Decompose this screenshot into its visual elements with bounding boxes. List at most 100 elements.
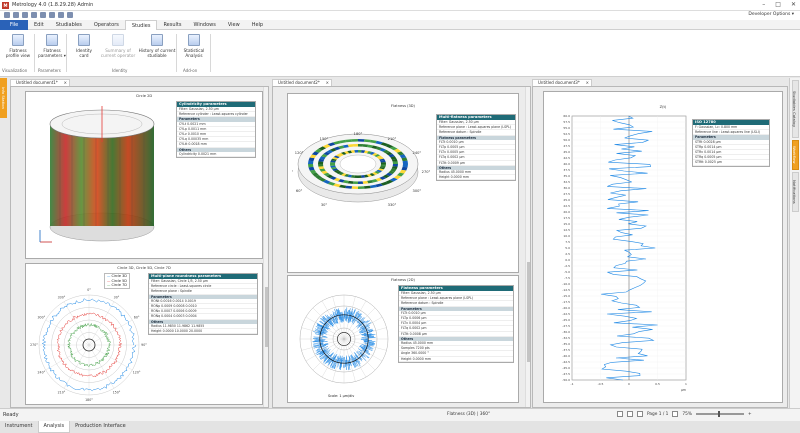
window-title: Metrology 4.0 (1.8.29.28) Admin [12,2,94,8]
cylinder-3d-view[interactable] [32,102,172,252]
fit-width-icon[interactable] [627,411,633,417]
tab-windows[interactable]: Windows [193,22,216,28]
flatness-polar-chart[interactable] [296,284,392,394]
previous-page-icon[interactable] [637,411,643,417]
y-tick-label: 7.5 [565,240,570,244]
y-tick-label: 42.5 [563,156,570,160]
tab-operators[interactable]: Operators [93,22,119,28]
table-title: Flatness parameters [399,286,513,291]
scrollbar-thumb[interactable] [265,287,268,347]
reference-circle [319,314,369,364]
vertical-scrollbar[interactable] [525,87,530,407]
history-studiable-button[interactable]: History of current studiable [138,34,176,58]
scrollbar-thumb[interactable] [527,262,530,362]
ring-segment [319,156,326,160]
profile-line-chart[interactable]: 60.0 57.5 55.0 52.5 50.0 47.5 45.0 42.5 40.0 37.5… [550,110,690,400]
tab-studiables[interactable]: Studiables [55,22,82,28]
undo-icon[interactable] [31,12,37,18]
table-row: Height 0.0000 mm [399,357,513,362]
info-station-tab[interactable]: Info Station [0,78,7,118]
ribbon-divider [210,34,211,72]
ring-segment [369,139,378,144]
next-page-icon[interactable] [672,411,679,417]
identity-card-button[interactable]: Identity card [68,34,100,58]
maximize-icon[interactable]: □ [775,1,781,8]
ribbon-button-label: Statistical Analysis [183,48,205,58]
save-icon[interactable] [22,12,28,18]
sheet-title: Circle 2D [135,94,153,98]
table-info-row: Filter: Gaussian, 2.50 µm [177,107,255,113]
ring-segment [308,164,314,168]
tab-instrument[interactable]: Instrument [5,423,33,429]
polar-angle-label: 60° [134,316,140,320]
print-icon[interactable] [49,12,55,18]
chart-title: Z(t) [659,105,667,109]
open-icon[interactable] [13,12,19,18]
ring-segment [399,154,407,159]
doc-tab-label: Untitled document3* [538,80,580,85]
studiables-catalog-tab[interactable]: Studiables Catalog [792,80,799,138]
angle-label: 150° [320,137,329,141]
vertical-scrollbar[interactable] [263,87,268,407]
status-text: Ready [3,412,19,418]
close-tab-icon[interactable]: × [325,80,329,85]
table-info-row: Reference datum : Spindle [399,301,513,307]
flatness-profile-view-button[interactable]: Flatness profile view [2,34,34,58]
statistical-analysis-button[interactable]: Statistical Analysis [178,34,210,58]
ring-segment [318,158,325,162]
title-bar: M Metrology 4.0 (1.8.29.28) Admin – □ ✕ [0,0,800,11]
ring-segment [401,166,408,171]
ring-segment [340,151,347,155]
flatness-3d-view[interactable]: 30° 60° 90° 120° 150° 180° 210° 240° 270° 300° 330… [292,112,432,222]
tab-file[interactable]: File [0,20,28,30]
minimize-icon[interactable]: – [762,1,766,8]
tab-help[interactable]: Help [251,22,264,28]
angle-label: 90° [292,170,293,174]
table-row: Samples 7200 pts [399,346,513,352]
table-row: Radius 11.9850 11.9862 11.9855 [149,324,257,330]
ring-segment [333,169,340,173]
tab-view[interactable]: View [227,22,240,28]
y-tick-label: 57.5 [563,120,570,124]
fit-page-icon[interactable] [617,411,623,417]
tab-results[interactable]: Results [163,22,182,28]
y-tick-label: -40.0 [562,354,570,358]
tab-analysis[interactable]: Analysis [37,421,71,433]
ring-segment [375,140,383,145]
ring-segment [311,151,320,156]
summary-operator-button[interactable]: Summary of current operator [100,34,136,58]
zoom-in-icon[interactable]: + [747,411,752,417]
roundness-polar-chart[interactable]: 0° 30° 60° 90° 120° 150° 180° 210° 240° 270° 300° 3… [30,286,148,404]
doc-tab-3[interactable]: Untitled document3* × [532,79,592,86]
tab-production-interface[interactable]: Production Interface [75,423,126,429]
close-tab-icon[interactable]: × [63,80,67,85]
polar-angle-label: 90° [141,343,147,347]
developer-options-menu[interactable]: Developer Options ▾ [748,12,794,17]
zoom-slider[interactable] [695,411,744,417]
table-info-row: Filter: Gaussian, Circle 1/5, 2.50 µm [149,279,257,285]
table-row: FLTt 0.0010 µm [437,140,515,146]
ring-segment [330,160,336,163]
close-tab-icon[interactable]: × [585,80,589,85]
profile-parameters-table: ISO 12780 F: Gaussian, Lc: 0.800 mm Refe… [692,119,770,167]
ring-segment [367,180,374,184]
ring-segment [361,150,366,153]
tab-studies[interactable]: Studies [124,20,158,30]
doc-tab-2[interactable]: Untitled document2* × [272,79,332,86]
new-icon[interactable] [4,12,10,18]
settings-icon[interactable] [67,12,73,18]
y-tick-label: -50.0 [562,378,570,382]
polar-grid-spoke [88,319,133,346]
summary-icon [112,34,124,46]
doc-tab-1[interactable]: Untitled document1* × [10,79,70,86]
flatness-parameters-button[interactable]: Flatness parameters ▾ [36,34,68,58]
zoom-slider-thumb[interactable] [717,411,720,417]
ring-segment [318,177,327,182]
ribbon-divider [176,34,177,72]
redo-icon[interactable] [40,12,46,18]
close-icon[interactable]: ✕ [790,1,796,8]
workflow-tab[interactable]: Workflow [792,140,799,170]
tab-edit[interactable]: Edit [34,22,44,28]
notifications-tab[interactable]: Notifications [792,172,799,212]
export-icon[interactable] [58,12,64,18]
